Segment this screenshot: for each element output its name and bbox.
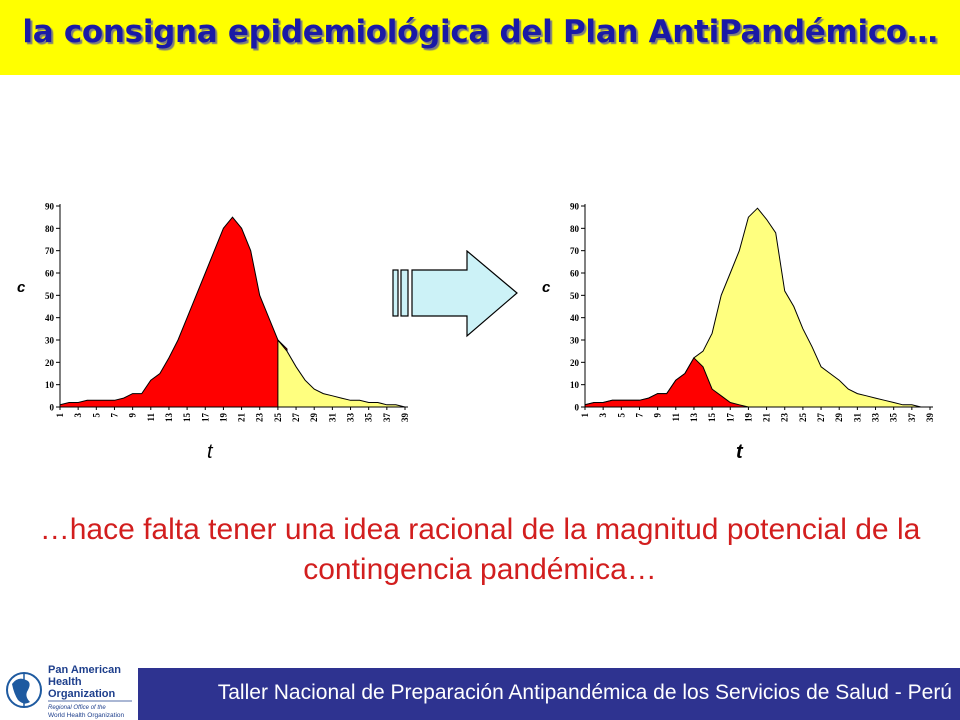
x-tick-label: 19 bbox=[218, 413, 228, 423]
y-tick-label: 10 bbox=[570, 380, 580, 390]
paho-logo: Pan American Health Organization Regiona… bbox=[6, 664, 132, 719]
x-tick-label: 11 bbox=[671, 413, 681, 422]
x-tick-label: 33 bbox=[871, 413, 881, 423]
title-bar: la consigna epidemiológica del Plan Anti… bbox=[0, 0, 960, 75]
x-tick-label: 31 bbox=[327, 413, 337, 423]
right-y-label: c bbox=[542, 279, 551, 296]
footer-bar: Taller Nacional de Preparación Antipandé… bbox=[138, 668, 960, 720]
series-area-red bbox=[59, 216, 288, 408]
x-tick-label: 5 bbox=[616, 413, 626, 418]
x-tick-label: 13 bbox=[164, 413, 174, 423]
slide-title: la consigna epidemiológica del Plan Anti… bbox=[22, 14, 938, 50]
x-tick-label: 31 bbox=[852, 413, 862, 423]
y-tick-label: 60 bbox=[570, 269, 580, 279]
right-x-label: t bbox=[736, 441, 743, 463]
y-tick-label: 90 bbox=[570, 202, 580, 212]
y-tick-label: 60 bbox=[45, 269, 55, 279]
x-tick-label: 9 bbox=[653, 413, 663, 418]
x-tick-label: 21 bbox=[762, 413, 772, 423]
x-tick-label: 27 bbox=[291, 413, 301, 423]
y-tick-label: 10 bbox=[45, 380, 55, 390]
x-tick-label: 5 bbox=[91, 413, 101, 418]
x-tick-label: 27 bbox=[816, 413, 826, 423]
y-tick-label: 0 bbox=[575, 403, 580, 413]
y-tick-label: 70 bbox=[570, 246, 580, 256]
x-tick-label: 29 bbox=[834, 413, 844, 423]
x-tick-label: 37 bbox=[907, 413, 917, 423]
x-tick-label: 3 bbox=[73, 413, 83, 418]
x-tick-label: 23 bbox=[780, 413, 790, 423]
x-tick-label: 29 bbox=[309, 413, 319, 423]
series-area-red bbox=[584, 357, 749, 408]
logo-text: Health bbox=[48, 676, 82, 688]
left-y-label: c bbox=[17, 279, 26, 296]
y-tick-label: 30 bbox=[570, 336, 580, 346]
x-tick-label: 13 bbox=[689, 413, 699, 423]
x-tick-label: 1 bbox=[580, 413, 590, 418]
x-tick-label: 35 bbox=[364, 413, 374, 423]
y-tick-label: 40 bbox=[45, 313, 55, 323]
logo-text: Organization bbox=[48, 688, 116, 700]
x-tick-label: 39 bbox=[400, 413, 410, 423]
y-tick-label: 20 bbox=[45, 358, 55, 368]
x-tick-label: 35 bbox=[889, 413, 899, 423]
series-area-yellow bbox=[584, 207, 930, 408]
series-area-yellow bbox=[277, 338, 406, 408]
left-x-label: t bbox=[207, 441, 213, 463]
logo-text: Regional Office of the bbox=[48, 705, 106, 711]
y-tick-label: 80 bbox=[45, 224, 55, 234]
x-tick-label: 3 bbox=[598, 413, 608, 418]
y-tick-label: 50 bbox=[45, 291, 55, 301]
y-tick-label: 30 bbox=[45, 336, 55, 346]
y-tick-label: 70 bbox=[45, 246, 55, 256]
x-tick-label: 37 bbox=[382, 413, 392, 423]
x-tick-label: 33 bbox=[346, 413, 356, 423]
y-tick-label: 20 bbox=[570, 358, 580, 368]
y-tick-label: 50 bbox=[570, 291, 580, 301]
footer-text: Taller Nacional de Preparación Antipandé… bbox=[217, 681, 952, 704]
y-tick-label: 0 bbox=[50, 403, 55, 413]
x-tick-label: 1 bbox=[55, 413, 65, 418]
y-tick-label: 90 bbox=[45, 202, 55, 212]
x-tick-label: 21 bbox=[237, 413, 247, 423]
x-tick-label: 23 bbox=[255, 413, 265, 423]
x-tick-label: 9 bbox=[128, 413, 138, 418]
x-tick-label: 15 bbox=[707, 413, 717, 423]
x-tick-label: 39 bbox=[925, 413, 935, 423]
x-tick-label: 7 bbox=[635, 413, 645, 418]
logo-text: World Health Organization bbox=[48, 712, 124, 719]
y-tick-label: 80 bbox=[570, 224, 580, 234]
x-tick-label: 17 bbox=[725, 413, 735, 423]
x-tick-label: 15 bbox=[182, 413, 192, 423]
x-tick-label: 25 bbox=[273, 413, 283, 423]
x-tick-label: 7 bbox=[110, 413, 120, 418]
right-arrow-icon bbox=[392, 250, 518, 338]
x-tick-label: 19 bbox=[743, 413, 753, 423]
x-tick-label: 11 bbox=[146, 413, 156, 422]
x-tick-label: 25 bbox=[798, 413, 808, 423]
x-tick-label: 17 bbox=[200, 413, 210, 423]
message-text: …hace falta tener una idea racional de l… bbox=[39, 513, 921, 586]
logo-text: Pan American bbox=[48, 664, 121, 676]
y-tick-label: 40 bbox=[570, 313, 580, 323]
